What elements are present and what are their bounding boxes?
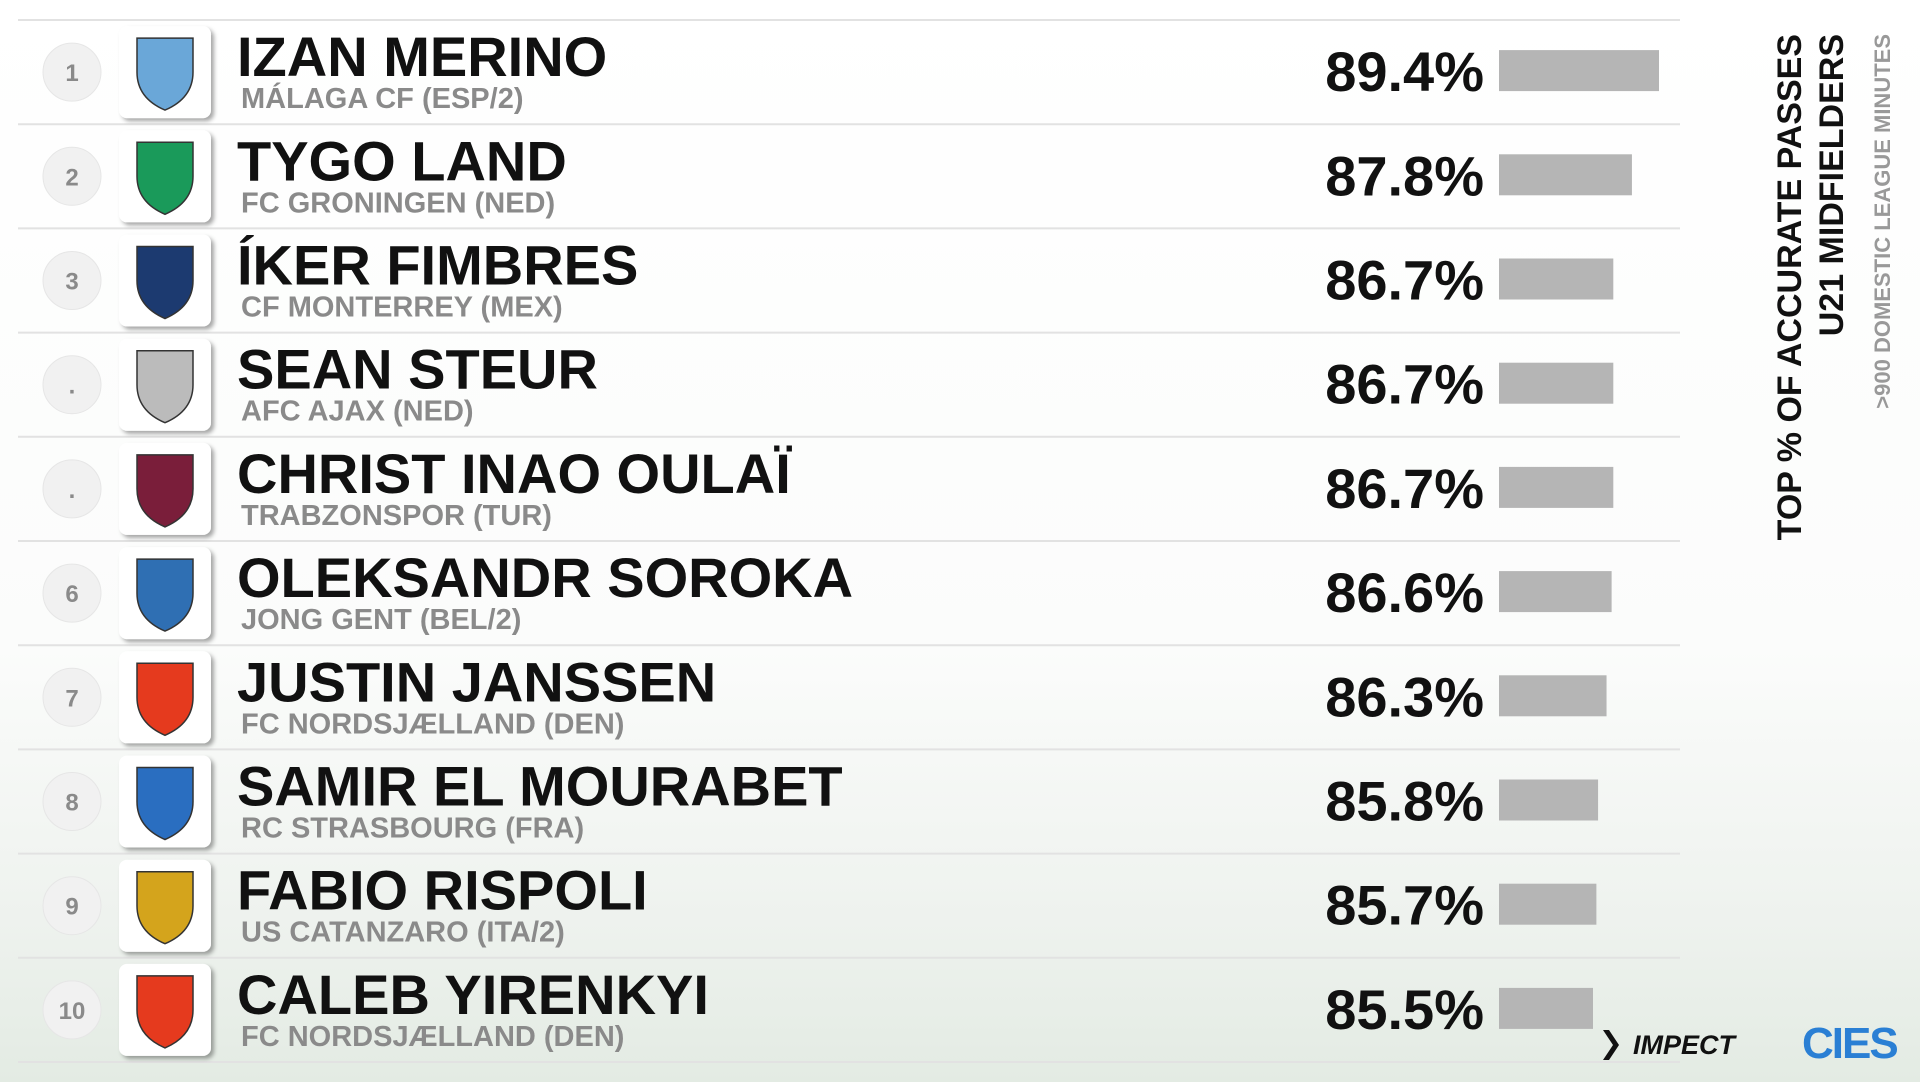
- player-name: SEAN STEUR: [237, 338, 598, 401]
- bar: [1499, 154, 1632, 196]
- bar: [1499, 258, 1614, 300]
- club-logo: [136, 454, 194, 528]
- chart-subtitle: U21 MIDFIELDERS: [1813, 34, 1851, 336]
- value-label: 85.7%: [1325, 874, 1484, 937]
- value-label: 86.7%: [1325, 457, 1484, 520]
- player-name: SAMIR EL MOURABET: [237, 755, 843, 818]
- club-logo: [136, 766, 194, 841]
- club-name: CF MONTERREY (MEX): [241, 292, 563, 324]
- rank-circle: [42, 772, 102, 831]
- rank-circle: [42, 355, 102, 415]
- value-label: 85.8%: [1325, 770, 1484, 833]
- rank-circle: [42, 876, 102, 936]
- bar: [1499, 466, 1614, 508]
- club-logo: [136, 558, 194, 632]
- player-name: OLEKSANDR SOROKA: [237, 546, 853, 609]
- bar: [1499, 571, 1612, 613]
- impect-mark: [1603, 1030, 1619, 1060]
- club-name: RC STRASBOURG (FRA): [241, 813, 584, 845]
- rank: 6: [65, 581, 78, 608]
- bar: [1499, 779, 1599, 821]
- player-name: IZAN MERINO: [237, 25, 607, 88]
- bar: [1499, 675, 1607, 717]
- bar: [1499, 362, 1614, 404]
- value-label: 86.7%: [1325, 353, 1484, 416]
- player-name: ÍKER FIMBRES: [237, 234, 638, 297]
- impect-logo: IMPECT: [1633, 1030, 1738, 1060]
- rank: .: [69, 373, 76, 400]
- rank: .: [69, 477, 76, 504]
- player-name: FABIO RISPOLI: [237, 859, 648, 922]
- bar: [1499, 987, 1593, 1029]
- rank: 9: [65, 894, 78, 921]
- value-label: 87.8%: [1325, 144, 1484, 207]
- club-name: FC GRONINGEN (NED): [241, 187, 555, 219]
- club-name: MÁLAGA CF (ESP/2): [241, 81, 523, 115]
- rank-circle: [42, 459, 102, 519]
- club-logo: [136, 870, 194, 945]
- rank: 2: [65, 164, 78, 191]
- club-name: TRABZONSPOR (TUR): [241, 500, 552, 532]
- player-name: JUSTIN JANSSEN: [237, 650, 716, 713]
- player-name: CHRIST INAO OULAÏ: [237, 442, 792, 505]
- value-label: 86.3%: [1325, 665, 1484, 728]
- club-name: FC NORDSJÆLLAND (DEN): [241, 1021, 624, 1053]
- value-label: 89.4%: [1325, 40, 1484, 103]
- club-name: US CATANZARO (ITA/2): [241, 917, 565, 949]
- chart-note: >900 DOMESTIC LEAGUE MINUTES: [1870, 34, 1895, 409]
- cies-logo: CIES: [1802, 1019, 1897, 1068]
- rank-circle: [42, 146, 102, 206]
- player-name: TYGO LAND: [237, 129, 567, 192]
- club-logo: [136, 245, 194, 320]
- value-label: 86.7%: [1325, 249, 1484, 312]
- bar: [1499, 883, 1597, 925]
- club-logo: [136, 37, 194, 111]
- bar: [1499, 50, 1659, 92]
- rank: 8: [65, 790, 78, 817]
- club-name: JONG GENT (BEL/2): [241, 604, 521, 636]
- rank-circle: [42, 563, 102, 623]
- rank-circle: [42, 980, 102, 1040]
- rank: 10: [59, 998, 86, 1025]
- rank: 3: [65, 269, 78, 296]
- rank: 1: [65, 60, 78, 87]
- chart-title: TOP % OF ACCURATE PASSES: [1771, 34, 1809, 540]
- club-logo: [136, 662, 194, 737]
- rank-circle: [42, 42, 102, 102]
- club-name: AFC AJAX (NED): [241, 396, 474, 428]
- club-logo: [136, 349, 194, 424]
- value-label: 85.5%: [1325, 978, 1484, 1041]
- player-name: CALEB YIRENKYI: [237, 963, 709, 1026]
- rank-circle: [42, 667, 102, 727]
- club-logo: [136, 975, 194, 1049]
- value-label: 86.6%: [1325, 561, 1484, 624]
- rank: 7: [65, 685, 78, 712]
- club-name: FC NORDSJÆLLAND (DEN): [241, 708, 624, 740]
- club-logo: [136, 141, 194, 216]
- rank-circle: [42, 251, 102, 310]
